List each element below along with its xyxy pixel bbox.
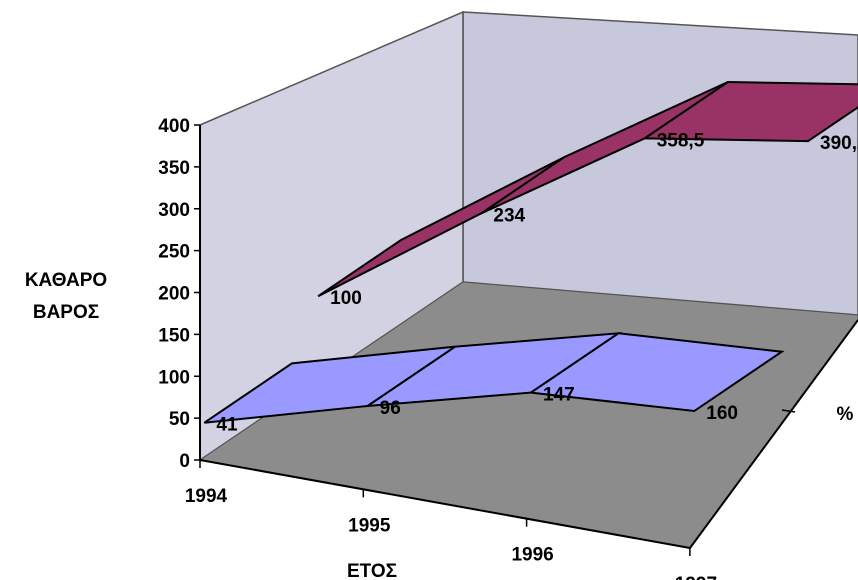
- y-axis-title-line-2: ΒΑΡΟΣ: [33, 302, 99, 323]
- x-tick-label: 1996: [511, 545, 553, 566]
- x-tick-label: 1994: [185, 486, 228, 507]
- series-2-data-label: 100: [330, 288, 362, 309]
- x-axis-ticks: 1994 1995 1996 1997: [185, 460, 717, 580]
- back-wall: [462, 11, 858, 316]
- series-1-segment: [528, 332, 785, 413]
- y-tick-label: 100: [158, 367, 190, 388]
- y-tick-label: 250: [158, 242, 190, 263]
- series-1-data-label: 41: [216, 415, 238, 436]
- y-tick-label: 150: [158, 325, 190, 346]
- series-1-data-label: 96: [380, 398, 401, 419]
- x-tick-label: 1997: [675, 574, 717, 580]
- series-2-data-label: 234: [493, 205, 525, 226]
- data-labels: 41 96 147 160 100 234 358,5 390,2: [216, 130, 858, 435]
- series-1-data-label: 147: [543, 385, 575, 406]
- depth-tick: [781, 409, 796, 413]
- x-tick-label: 1995: [348, 515, 391, 536]
- x-axis-title: ΕΤΟΣ: [347, 561, 397, 580]
- floor-right-edge: [689, 319, 858, 549]
- y-tick-label: 350: [158, 158, 190, 179]
- x-axis-line: [199, 459, 691, 549]
- series-group: [203, 81, 858, 424]
- y-tick-label: 0: [179, 451, 190, 472]
- y-tick-label: 200: [158, 284, 190, 305]
- depth-axis-title: %: [837, 404, 854, 425]
- y-tick-label: 300: [158, 200, 190, 221]
- series-2-data-label: 358,5: [657, 130, 705, 151]
- series-2-data-label: 390,2: [820, 133, 858, 154]
- y-tick-label: 50: [169, 409, 190, 430]
- y-axis-title-line-1: ΚΑΘΑΡΟ: [25, 270, 107, 291]
- series-1-data-label: 160: [706, 403, 738, 424]
- y-axis-ticks: 0 50 100 150 200 250 300 350 400: [158, 116, 200, 472]
- y-tick-label: 400: [158, 116, 190, 137]
- series-2-segment: [641, 81, 858, 143]
